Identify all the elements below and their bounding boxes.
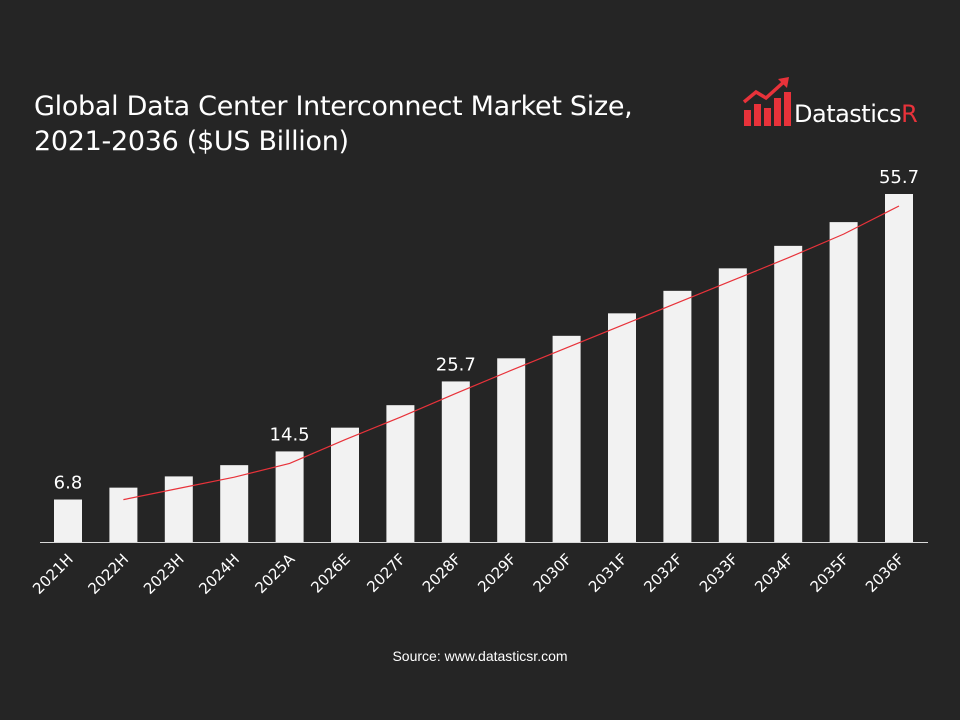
data-label-2021H: 6.8 [54, 473, 83, 494]
bar-2031F [608, 313, 636, 542]
bar-2034F [774, 245, 803, 542]
x-tick-label-2034F: 2034F [751, 550, 797, 596]
bar-2036F [885, 194, 913, 542]
chart-title: Global Data Center Interconnect Market S… [34, 91, 633, 157]
data-label-2028F: 25.7 [436, 354, 476, 375]
source-note: Source: www.datasticsr.com [392, 648, 568, 664]
x-tick-label-2022H: 2022H [85, 550, 133, 598]
x-tick-label-2035F: 2035F [807, 550, 853, 596]
x-tick-label-2031F: 2031F [585, 550, 631, 596]
x-tick-label-2029F: 2029F [474, 550, 520, 596]
growth-chart-logo-icon [742, 77, 791, 126]
x-tick-label-2027F: 2027F [363, 550, 409, 596]
data-label-2025A: 14.5 [270, 424, 310, 445]
bar-2025A [275, 451, 304, 542]
datasticsr-logo: DatasticsR [742, 72, 922, 128]
bar-2032F [663, 290, 692, 542]
bar-2026E [331, 427, 359, 542]
x-tick-label-2033F: 2033F [696, 550, 742, 596]
x-tick-label-2028F: 2028F [419, 550, 465, 596]
bar-2029F [497, 358, 526, 542]
x-tick-label-2030F: 2030F [530, 550, 576, 596]
bar-2033F [718, 268, 747, 542]
bar-2035F [829, 222, 858, 542]
logo-text: DatasticsR [794, 100, 918, 128]
x-tick-label-2023H: 2023H [140, 550, 188, 598]
bar-2021H [54, 499, 82, 542]
x-tick-label-2021H: 2021H [29, 550, 77, 598]
data-label-2036F: 55.7 [879, 167, 919, 188]
x-tick-label-2036F: 2036F [862, 550, 908, 596]
x-tick-label-2024H: 2024H [195, 550, 243, 598]
bar-2027F [386, 405, 415, 542]
trend-line [123, 205, 900, 501]
bar-2024H [220, 465, 249, 542]
bar-2022H [109, 487, 138, 542]
x-tick-label-2032F: 2032F [640, 550, 686, 596]
x-tick-label-2026E: 2026E [307, 550, 353, 596]
bar-2023H [164, 476, 193, 542]
bar-2030F [552, 335, 581, 542]
x-tick-label-2025A: 2025A [251, 550, 298, 597]
bar-2028F [441, 381, 470, 542]
